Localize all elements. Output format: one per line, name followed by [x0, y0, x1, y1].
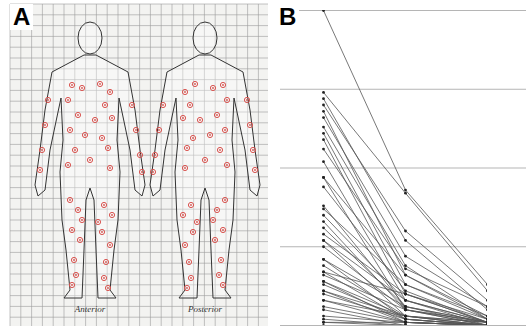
html-text:A: A — [13, 3, 31, 30]
svg-text:Posterior: Posterior — [187, 304, 222, 314]
svg-text:Anterior: Anterior — [74, 304, 106, 314]
html-text:B: B — [279, 3, 297, 30]
